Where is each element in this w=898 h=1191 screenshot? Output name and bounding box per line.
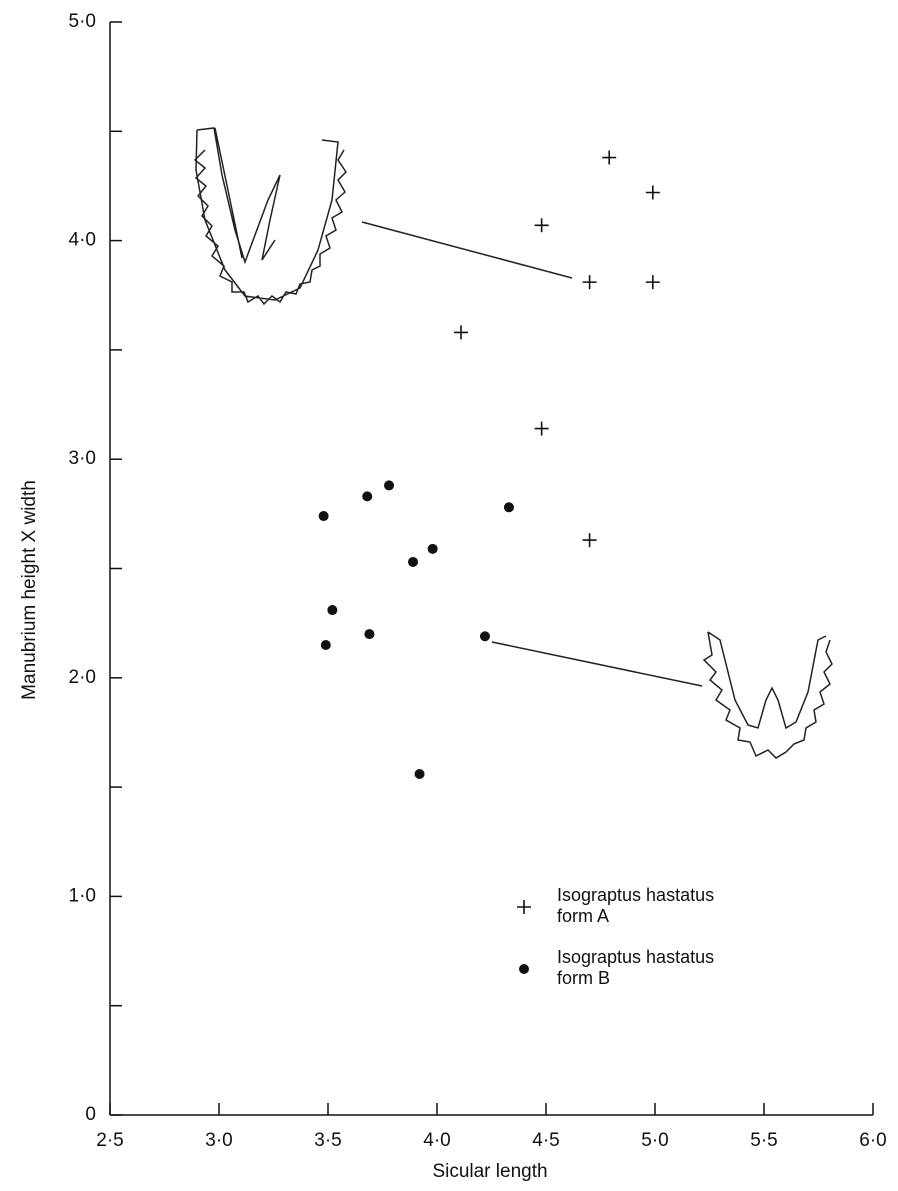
point xyxy=(519,964,529,974)
legend-label: Isograptus hastatus form A xyxy=(557,885,715,926)
x-tick-label: 3·5 xyxy=(314,1130,341,1151)
sketch-upper xyxy=(193,127,347,306)
point xyxy=(534,218,549,233)
point xyxy=(327,605,338,616)
point xyxy=(427,543,438,554)
point xyxy=(414,768,425,779)
x-tick-label: 4·5 xyxy=(532,1130,559,1151)
point xyxy=(602,150,617,165)
x-tick-label: 3·0 xyxy=(205,1130,232,1151)
y-tick-label: 2·0 xyxy=(69,667,96,688)
point xyxy=(318,511,329,522)
sketches xyxy=(193,127,833,759)
x-tick-label: 6·0 xyxy=(859,1130,886,1151)
point xyxy=(362,491,373,502)
y-tick-label: 4·0 xyxy=(69,230,96,251)
y-tick-label: 1·0 xyxy=(69,885,96,906)
x-tick-label: 4·0 xyxy=(423,1130,450,1151)
x-axis-label: Sicular length xyxy=(432,1161,547,1182)
point xyxy=(364,629,375,640)
x-tick-label: 2·5 xyxy=(96,1130,123,1151)
point xyxy=(479,631,490,642)
sketch-lower xyxy=(491,631,833,759)
point xyxy=(645,185,660,200)
point xyxy=(582,275,597,290)
legend-label: Isograptus hastatus form B xyxy=(557,947,715,988)
x-tick-label: 5·5 xyxy=(750,1130,777,1151)
point xyxy=(453,325,468,340)
y-axis-label: Manubrium height X width xyxy=(19,480,40,700)
point xyxy=(503,502,514,513)
point xyxy=(408,556,419,567)
point xyxy=(384,480,395,491)
point xyxy=(534,421,549,436)
point xyxy=(517,900,531,914)
y-tick-label: 5·0 xyxy=(69,11,96,32)
x-tick-label: 5·0 xyxy=(641,1130,668,1151)
y-tick-label: 3·0 xyxy=(69,448,96,469)
point xyxy=(320,640,331,651)
y-tick-label: 0 xyxy=(85,1104,96,1125)
pointer-line xyxy=(361,221,573,279)
point xyxy=(645,275,660,290)
point xyxy=(582,533,597,548)
